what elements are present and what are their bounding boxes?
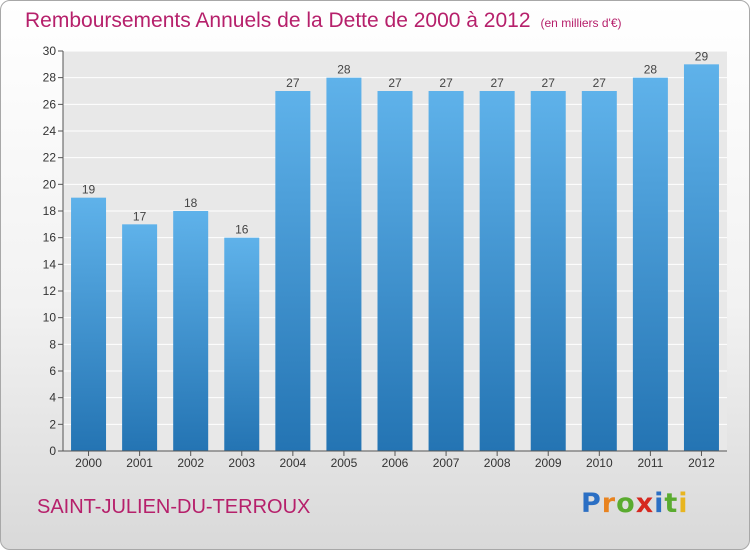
bar [530,91,566,451]
bar [683,64,719,452]
bar [173,211,209,451]
x-tick-label: 2000 [75,456,102,470]
x-tick-label: 2008 [484,456,511,470]
bar [224,237,260,451]
bar [71,197,107,451]
bar-value-label: 18 [184,196,198,210]
y-tick-label: 26 [43,97,57,111]
bar [377,91,413,451]
y-tick-label: 2 [49,417,56,431]
bar-value-label: 19 [82,183,96,197]
x-tick-label: 2003 [228,456,255,470]
bar [326,77,362,452]
logo-letter: r [601,488,617,519]
y-tick-label: 6 [49,364,56,378]
bar [122,224,158,451]
x-tick-label: 2011 [637,456,663,470]
x-tick-label: 2009 [535,456,562,470]
bar-value-label: 27 [593,76,607,90]
bar [632,77,668,452]
y-tick-label: 20 [43,177,57,191]
y-tick-label: 4 [49,391,56,405]
bar-value-label: 27 [286,76,300,90]
x-tick-label: 2010 [586,456,613,470]
commune-name: SAINT-JULIEN-DU-TERROUX [37,496,311,518]
logo-letter: o [616,488,636,519]
bar-value-label: 28 [337,63,351,77]
chart-unit: (en milliers d'€) [540,16,622,30]
y-tick-label: 30 [43,44,57,58]
y-tick-label: 18 [43,204,57,218]
bars: 19 17 18 16 27 28 27 27 27 27 27 28 29 [71,49,719,452]
proxiti-logo: Proxiti [581,488,689,519]
y-tick-label: 16 [43,231,57,245]
x-tick-label: 2006 [382,456,409,470]
bar-value-label: 17 [133,209,147,223]
chart-title: Remboursements Annuels de la Dette de 20… [25,9,622,33]
y-tick-label: 10 [43,311,57,325]
y-tick-label: 14 [43,257,57,271]
x-tick-label: 2005 [331,456,358,470]
y-tick-label: 22 [43,151,57,165]
x-tick-label: 2002 [177,456,204,470]
x-tick-label: 2007 [433,456,460,470]
y-tick-label: 0 [49,444,56,458]
bar [581,91,617,451]
logo-letter: i [654,488,665,519]
bar-value-label: 27 [542,76,556,90]
bar-value-label: 27 [490,76,504,90]
logo-letter: x [635,488,655,519]
bar [428,91,464,451]
bar [479,91,515,451]
bar-value-label: 27 [388,76,402,90]
bar-value-label: 27 [439,76,453,90]
y-tick-label: 8 [49,337,56,351]
bar [275,91,311,451]
bar-value-label: 29 [695,49,709,63]
logo-letter: P [581,488,602,519]
chart-title-text: Remboursements Annuels de la Dette de 20… [25,9,531,32]
y-tick-label: 28 [43,71,57,85]
x-tick-label: 2001 [126,456,153,470]
bar-value-label: 28 [644,63,658,77]
y-tick-label: 24 [43,124,57,138]
y-tick-label: 12 [43,284,57,298]
x-tick-label: 2004 [279,456,306,470]
logo-letter: i [678,488,689,519]
logo-letter: t [664,488,679,519]
bar-value-label: 16 [235,223,249,237]
x-tick-label: 2012 [688,456,715,470]
